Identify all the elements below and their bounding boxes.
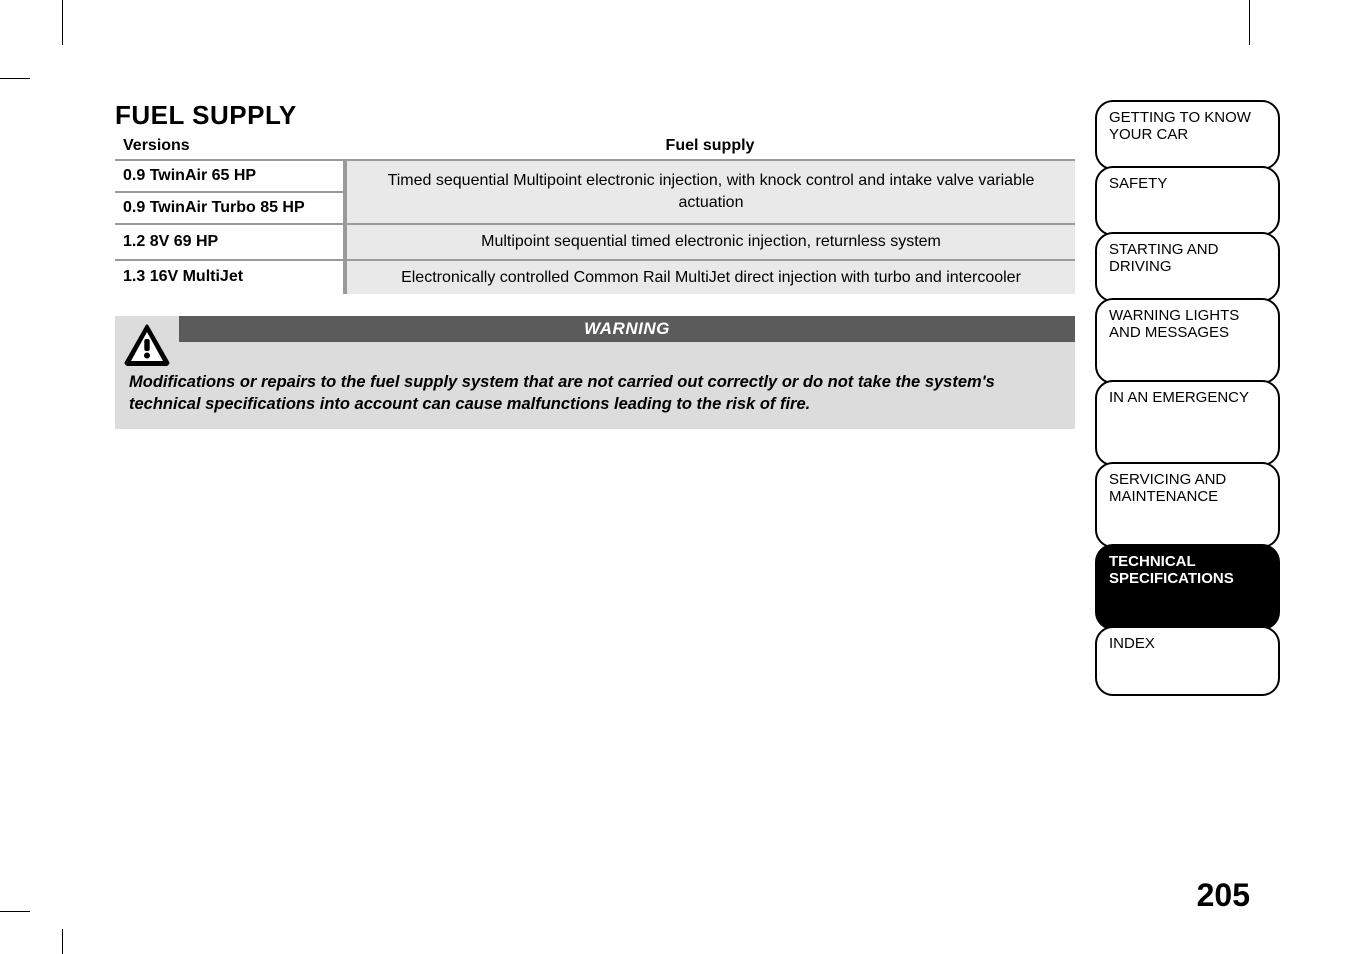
warning-header: WARNING [115, 316, 1075, 368]
nav-tab-warning-lights[interactable]: WARNING LIGHTS AND MESSAGES [1095, 298, 1280, 384]
nav-tab-emergency[interactable]: IN AN EMERGENCY [1095, 380, 1280, 466]
warning-triangle-icon [123, 324, 171, 366]
nav-tab-index[interactable]: INDEX [1095, 626, 1280, 696]
nav-label-line1: SAFETY [1109, 176, 1266, 193]
table-row: 1.2 8V 69 HP Multipoint sequential timed… [115, 224, 1075, 260]
nav-label-line2: MAINTENANCE [1109, 489, 1266, 506]
table-cell-label: 0.9 TwinAir Turbo 85 HP [115, 192, 345, 224]
crop-mark [62, 0, 63, 45]
table-cell-label: 1.2 8V 69 HP [115, 224, 345, 260]
table-header-fuelsupply: Fuel supply [345, 133, 1075, 160]
section-title: FUEL SUPPLY [115, 100, 1075, 131]
table-cell-value: Electronically controlled Common Rail Mu… [345, 260, 1075, 295]
warning-body: Modifications or repairs to the fuel sup… [129, 368, 1061, 415]
nav-label-line1: SERVICING AND [1109, 472, 1266, 489]
nav-label-line2: AND MESSAGES [1109, 325, 1266, 342]
table-cell-label: 0.9 TwinAir 65 HP [115, 160, 345, 192]
nav-label-line1: INDEX [1109, 636, 1266, 653]
warning-title: WARNING [179, 316, 1075, 342]
nav-label-line1: IN AN EMERGENCY [1109, 390, 1266, 407]
table-header-row: Versions Fuel supply [115, 133, 1075, 160]
table-cell-value: Multipoint sequential timed electronic i… [345, 224, 1075, 260]
nav-label-line2: SPECIFICATIONS [1109, 571, 1266, 588]
table-header-versions: Versions [115, 133, 345, 160]
nav-tab-technical-specifications[interactable]: TECHNICAL SPECIFICATIONS [1095, 544, 1280, 630]
warning-icon-wrap [115, 316, 179, 368]
crop-mark [0, 911, 30, 912]
nav-label-line1: STARTING AND [1109, 242, 1266, 259]
nav-tab-servicing[interactable]: SERVICING AND MAINTENANCE [1095, 462, 1280, 548]
crop-mark [62, 929, 63, 954]
nav-label-line1: GETTING TO KNOW [1109, 110, 1266, 127]
nav-tab-safety[interactable]: SAFETY [1095, 166, 1280, 236]
table-cell-value: Timed sequential Multipoint electronic i… [345, 160, 1075, 224]
page-number: 205 [1197, 877, 1250, 914]
crop-mark [0, 78, 30, 79]
table-row: 1.3 16V MultiJet Electronically controll… [115, 260, 1075, 295]
crop-mark [1249, 0, 1250, 45]
nav-label-line1: WARNING LIGHTS [1109, 308, 1266, 325]
nav-label-line2: DRIVING [1109, 259, 1266, 276]
table-row: 0.9 TwinAir 65 HP Timed sequential Multi… [115, 160, 1075, 192]
nav-tab-starting-driving[interactable]: STARTING AND DRIVING [1095, 232, 1280, 302]
nav-label-line1: TECHNICAL [1109, 554, 1266, 571]
nav-label-line2: YOUR CAR [1109, 127, 1266, 144]
section-nav: GETTING TO KNOW YOUR CAR SAFETY STARTING… [1095, 100, 1280, 692]
nav-tab-getting-to-know[interactable]: GETTING TO KNOW YOUR CAR [1095, 100, 1280, 170]
table-cell-label: 1.3 16V MultiJet [115, 260, 345, 295]
warning-callout: WARNING Modifications or repairs to the … [115, 316, 1075, 429]
fuel-supply-table: Versions Fuel supply 0.9 TwinAir 65 HP T… [115, 133, 1075, 294]
page-content: FUEL SUPPLY Versions Fuel supply 0.9 Twi… [115, 100, 1075, 429]
